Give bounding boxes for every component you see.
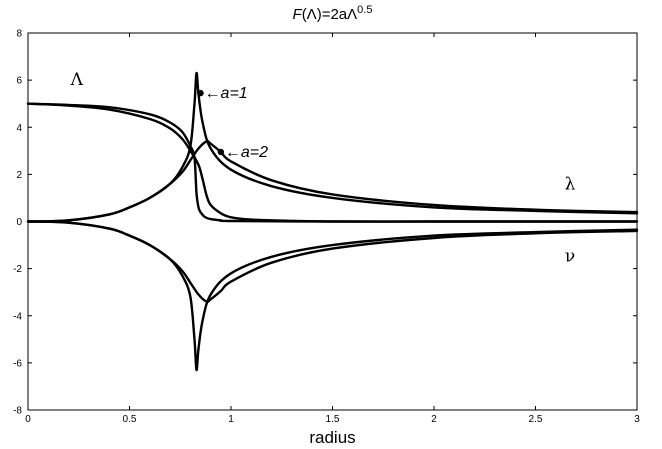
series-line (26, 102, 639, 223)
y-tick-label: 4 (16, 123, 22, 134)
chart-title: F(Λ)=2aΛ0.5 (293, 4, 373, 23)
annotation-label: ←a=1 (205, 85, 248, 102)
annotation-label: ←a=2 (225, 144, 268, 161)
series-line (26, 71, 639, 223)
x-tick-label: 2 (431, 414, 437, 425)
x-tick-label: 0 (25, 414, 31, 425)
curve-label: ν (565, 247, 575, 267)
y-tick-label: 8 (16, 29, 22, 40)
x-axis-label: radius (309, 428, 355, 447)
curves (26, 71, 639, 372)
series-line (26, 102, 639, 223)
y-tick-label: 0 (16, 217, 22, 228)
x-tick-label: 1.5 (326, 414, 340, 425)
x-tick-label: 0.5 (123, 414, 137, 425)
x-tick-label: 3 (634, 414, 640, 425)
x-tick-label: 1 (228, 414, 234, 425)
axis-ticks: 0 0.5 1 1.5 2 2.5 3 -8 -6 -4 -2 0 2 4 6 8 (13, 29, 640, 426)
y-tick-label: -6 (13, 358, 22, 369)
curve-label: Λ (70, 70, 84, 90)
y-tick-label: -2 (13, 264, 22, 275)
curve-label: λ (565, 175, 576, 195)
y-tick-label: 6 (16, 76, 22, 87)
y-tick-label: -4 (13, 311, 22, 322)
series-line (26, 139, 639, 223)
curve-labels: Λλ ν (70, 70, 576, 267)
annotation-marker (217, 148, 225, 156)
x-tick-label: 2.5 (529, 414, 543, 425)
series-line (26, 220, 639, 304)
annotations: ←a=1 ←a=2 (197, 85, 268, 161)
y-tick-label: 2 (16, 170, 22, 181)
y-tick-label: -8 (13, 406, 22, 417)
annotation-marker (197, 89, 204, 97)
series-line (26, 220, 639, 372)
